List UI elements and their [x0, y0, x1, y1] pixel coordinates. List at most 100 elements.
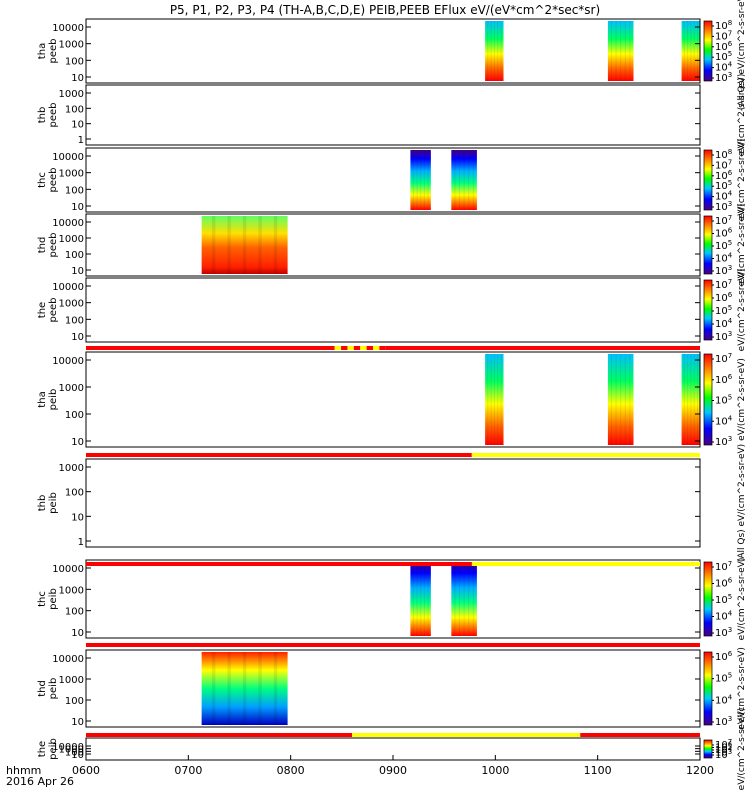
colorbar-tick-label: 107	[715, 560, 732, 573]
panel-frame	[85, 351, 701, 448]
spectrogram-texture	[423, 562, 425, 636]
panel-probe-label: thb	[37, 107, 48, 124]
x-tick-label: 1000	[481, 764, 509, 777]
panel-thb-peeb: 1000 100 10 1 thb peeb eV/(cm^2-s-sr-eV)	[37, 74, 747, 157]
y-tick-label: 100	[65, 696, 84, 707]
spectrogram-texture	[690, 354, 692, 445]
x-tick-label: 1100	[584, 764, 612, 777]
spectrogram-block-thc-peib-2	[451, 562, 477, 636]
y-tick-label: 1000	[59, 169, 84, 180]
y-tick-label: 10000	[52, 356, 84, 367]
spectrogram-texture	[258, 216, 262, 274]
spectrogram-texture	[258, 652, 262, 725]
panel-probe-label: tha	[37, 391, 48, 407]
colorbar-tick-label: 103	[715, 626, 732, 639]
colorbar-tick-label: 103	[715, 748, 732, 761]
colorbar-tick-label: 104	[715, 317, 733, 330]
status-segment	[352, 733, 581, 737]
spectrogram-texture	[493, 354, 495, 445]
colorbar	[703, 651, 713, 726]
spectrogram-texture	[459, 562, 461, 636]
panel-type-label: peeb	[48, 298, 59, 323]
panel-frame	[85, 277, 701, 343]
colorbar-tick-label: 106	[715, 650, 733, 663]
spectrogram-texture	[697, 354, 699, 445]
colorbar	[703, 149, 713, 211]
x-label-hhmm: hhmm	[6, 764, 41, 777]
spectrogram-texture	[242, 652, 247, 725]
colorbar-tick-label: 107	[715, 352, 732, 365]
spectrogram-texture	[227, 652, 231, 725]
colorbar-tick-label: 103	[715, 200, 732, 213]
y-tick-label: 10	[71, 332, 84, 343]
spectrogram-texture	[615, 354, 617, 445]
y-tick-label: 10	[71, 750, 84, 761]
y-tick-label: 10	[71, 73, 84, 84]
y-tick-label: 100	[65, 185, 84, 196]
spectrogram-texture	[468, 562, 470, 636]
status-segment	[379, 346, 386, 350]
colorbar-tick-label: 105	[715, 304, 732, 317]
colorbar-tick-label: 105	[715, 394, 732, 407]
spectrogram-texture	[427, 562, 429, 636]
colorbar	[703, 20, 713, 82]
spectrogram-texture	[211, 216, 216, 274]
status-bar-5	[86, 733, 700, 737]
colorbar-tick-label: 106	[715, 227, 733, 240]
colorbar-tick-label: 105	[715, 672, 732, 685]
spectrogram-texture	[472, 562, 474, 636]
colorbar-unit-label: eV/(cm^2-s-sr-eV)	[737, 708, 747, 791]
status-segment	[385, 346, 700, 350]
colorbar-unit-label: (All Qs) eV/(cm^2-s-sr-eV)	[737, 444, 747, 562]
status-bar-1	[86, 346, 700, 350]
y-tick-label: 10	[71, 628, 84, 639]
status-segment	[86, 453, 472, 457]
spectrogram-texture	[416, 150, 418, 210]
colorbar-unit-label: eV/(cm^2-s-sr-eV)	[737, 358, 747, 441]
colorbar-tick-label: 103	[715, 264, 732, 277]
y-tick-label: 100	[65, 104, 84, 115]
colorbar-tick-label: 104	[715, 610, 733, 623]
colorbar	[703, 561, 713, 637]
panel-type-label: peib	[48, 678, 59, 700]
panel-tha-peib: 10000 1000 100 10 tha peib 107 106 105 104 103 eV/(…	[37, 351, 747, 448]
panel-probe-label: thc	[37, 172, 48, 188]
colorbar-tick-label: 107	[715, 278, 732, 291]
x-axis: 0600 0700 0800 0900 1000 1100 1200	[72, 755, 714, 777]
spectrogram-texture	[487, 21, 489, 81]
spectrogram-block-thd-peib-1	[201, 652, 288, 725]
y-tick-label: 10	[71, 512, 84, 523]
spectrogram-texture	[459, 150, 461, 210]
spectrogram-texture	[610, 354, 612, 445]
spectrogram-block-thc-peeb-2	[451, 150, 477, 210]
status-segment	[86, 733, 353, 737]
spectrogram-texture	[463, 562, 465, 636]
spectrogram-texture	[463, 150, 465, 210]
status-segment	[580, 733, 700, 737]
status-segment	[86, 346, 335, 350]
spectrogram-block-tha-peeb-2	[607, 21, 634, 81]
colorbar-tick-label: 103	[715, 71, 732, 84]
y-tick-label: 1000	[59, 40, 84, 51]
spectrogram-texture	[693, 21, 695, 81]
status-bars-layer	[86, 346, 700, 737]
spectrogram-texture	[242, 216, 247, 274]
colorbar-unit-label: eV/(cm^2-s-sr-eV)	[737, 558, 747, 641]
y-tick-label: 1000	[59, 585, 84, 596]
spectrogram-block-thc-peib-1	[410, 562, 431, 636]
spectrogram-texture	[629, 21, 631, 81]
panel-frame	[85, 458, 701, 548]
spectrogram-texture	[273, 652, 278, 725]
spectrogram-texture	[497, 21, 499, 81]
spectrogram-block-thd-peeb-1	[201, 216, 288, 274]
spectrogram-texture	[490, 354, 492, 445]
spectrogram-texture	[490, 21, 492, 81]
colorbar-unit-label: eV/(cm^2-s-sr-eV)	[737, 74, 747, 157]
panel-probe-label: the	[37, 302, 48, 318]
colorbar-tick-label: 107	[715, 214, 732, 227]
spectrogram-block-tha-peib-2	[607, 354, 634, 445]
colorbar-tick-label: 106	[715, 291, 733, 304]
